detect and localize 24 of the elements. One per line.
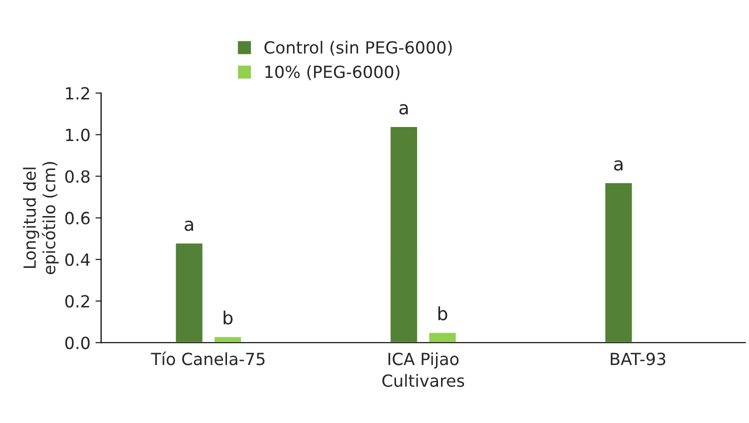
- x-axis-title: Cultivares: [382, 374, 464, 387]
- y-tick-label: 0.0: [65, 336, 90, 350]
- y-tick-label: 0.8: [65, 170, 90, 183]
- data-label: a: [614, 160, 622, 171]
- y-tick-label: 1.0: [66, 128, 90, 142]
- x-tick-label: BAT-93: [610, 352, 666, 366]
- y-tick-label: 0.6: [65, 212, 90, 224]
- x-tick-label: ICA Pijao: [388, 352, 459, 368]
- data-label: b: [438, 306, 448, 320]
- data-label: a: [399, 104, 408, 115]
- data-label: b: [224, 310, 233, 325]
- legend-label: Control (sin PEG-6000): [264, 40, 452, 56]
- y-axis-title: Longitud del epicótilo (cm): [23, 162, 59, 274]
- bar: [428, 332, 458, 343]
- bar: [174, 242, 204, 343]
- legend-label: 10% (PEG-6000): [265, 65, 400, 80]
- y-tick-label: 1.2: [66, 87, 90, 100]
- bar: [213, 336, 242, 343]
- x-tick-label: Tío Canela-75: [150, 352, 265, 366]
- data-label: a: [184, 220, 194, 231]
- y-tick-label: 0.4: [65, 253, 90, 266]
- y-tick-label: 0.2: [65, 294, 90, 308]
- bar: [604, 182, 634, 343]
- bar: [389, 126, 419, 343]
